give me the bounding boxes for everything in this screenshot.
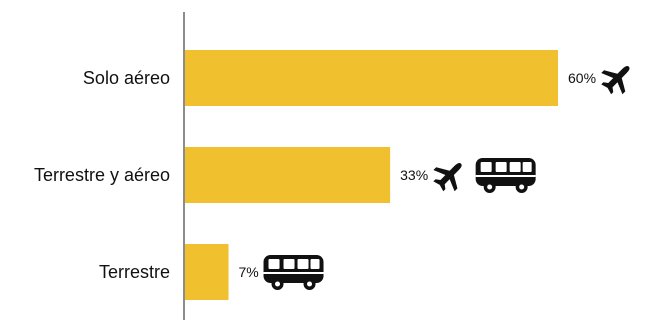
airplane-icon bbox=[601, 65, 630, 95]
category-label: Terrestre y aéreo bbox=[34, 165, 170, 185]
value-label: 33% bbox=[400, 167, 428, 183]
airplane-icon bbox=[433, 162, 462, 192]
bars-layer: Solo aéreo 60% Terrestre y aéreo 33% Terrest… bbox=[34, 50, 630, 300]
value-label: 7% bbox=[239, 264, 259, 280]
bus-icon bbox=[263, 255, 324, 290]
category-label: Solo aéreo bbox=[83, 68, 170, 88]
category-label: Terrestre bbox=[99, 262, 170, 282]
bar bbox=[185, 244, 229, 300]
bus-icon bbox=[475, 158, 536, 193]
bar bbox=[185, 147, 391, 203]
value-label: 60% bbox=[568, 70, 596, 86]
bar bbox=[185, 50, 558, 106]
